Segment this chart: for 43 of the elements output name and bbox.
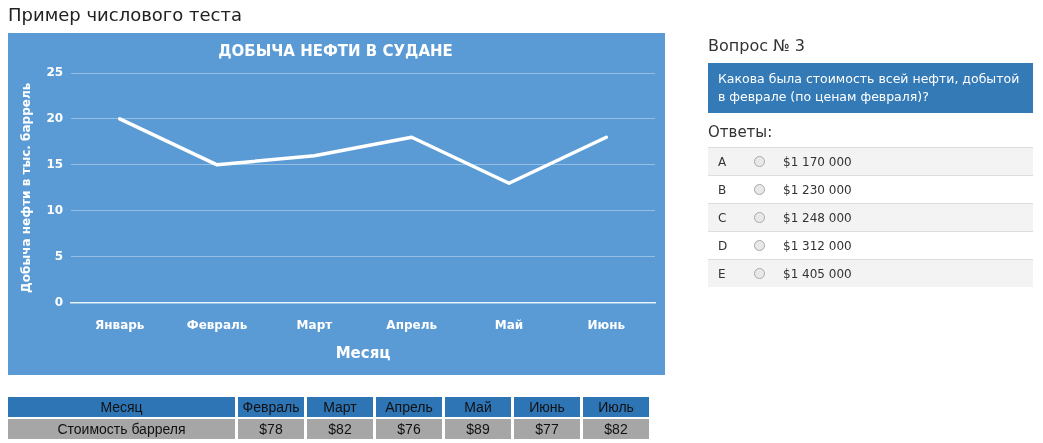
y-axis-title: Добыча нефти в тыс. баррель [19, 82, 34, 293]
y-tick-label: 5 [54, 248, 64, 263]
category-label: Май [445, 397, 511, 417]
text: $1 230 000 [783, 182, 852, 197]
chart-title: ДОБЫЧА НЕФТИ В СУДАНЕ [218, 41, 453, 60]
text: $1 405 000 [783, 266, 852, 281]
x-tick-label: Май [494, 317, 524, 332]
category-label: C [717, 210, 728, 225]
text: $82 [604, 421, 628, 437]
text: Вопрос № 3 [708, 36, 806, 55]
text: $82 [328, 421, 352, 437]
category-label: B [717, 182, 728, 197]
text: Стоимость барреля [8, 419, 235, 439]
category-label: Июль [583, 397, 649, 417]
text: $1 312 000 [783, 238, 852, 253]
x-tick-label: Январь [95, 317, 145, 332]
text: $1 248 000 [783, 210, 852, 225]
y-tick-label: 20 [46, 111, 64, 126]
text: $77 [535, 421, 559, 437]
text: $1 170 000 [783, 154, 852, 169]
category-label: Февраль [238, 397, 304, 417]
x-tick-label: Февраль [186, 317, 248, 332]
text: $89 [466, 421, 490, 437]
text: Месяц [8, 397, 235, 417]
text: Ответы: [708, 123, 774, 142]
text: Какова была стоимость всей нефти, добытой в феврале (по ценам февраля)? [708, 63, 1033, 114]
y-tick-label: 0 [54, 294, 64, 309]
y-tick-label: 25 [46, 65, 64, 80]
text: $76 [397, 421, 421, 437]
text: $78 [259, 421, 283, 437]
y-tick-label: 10 [46, 202, 64, 217]
category-label: Март [307, 397, 373, 417]
x-tick-label: Июнь [587, 317, 626, 332]
category-label: A [717, 154, 728, 169]
category-label: Апрель [376, 397, 442, 417]
x-tick-label: Март [296, 317, 333, 332]
x-tick-label: Апрель [386, 317, 438, 332]
category-label: Июнь [514, 397, 580, 417]
y-tick-label: 15 [46, 156, 64, 171]
text: Пример числового теста [8, 4, 242, 25]
category-label: D [717, 238, 729, 253]
x-axis-title: Месяц [335, 343, 391, 362]
category-label: E [717, 266, 727, 281]
